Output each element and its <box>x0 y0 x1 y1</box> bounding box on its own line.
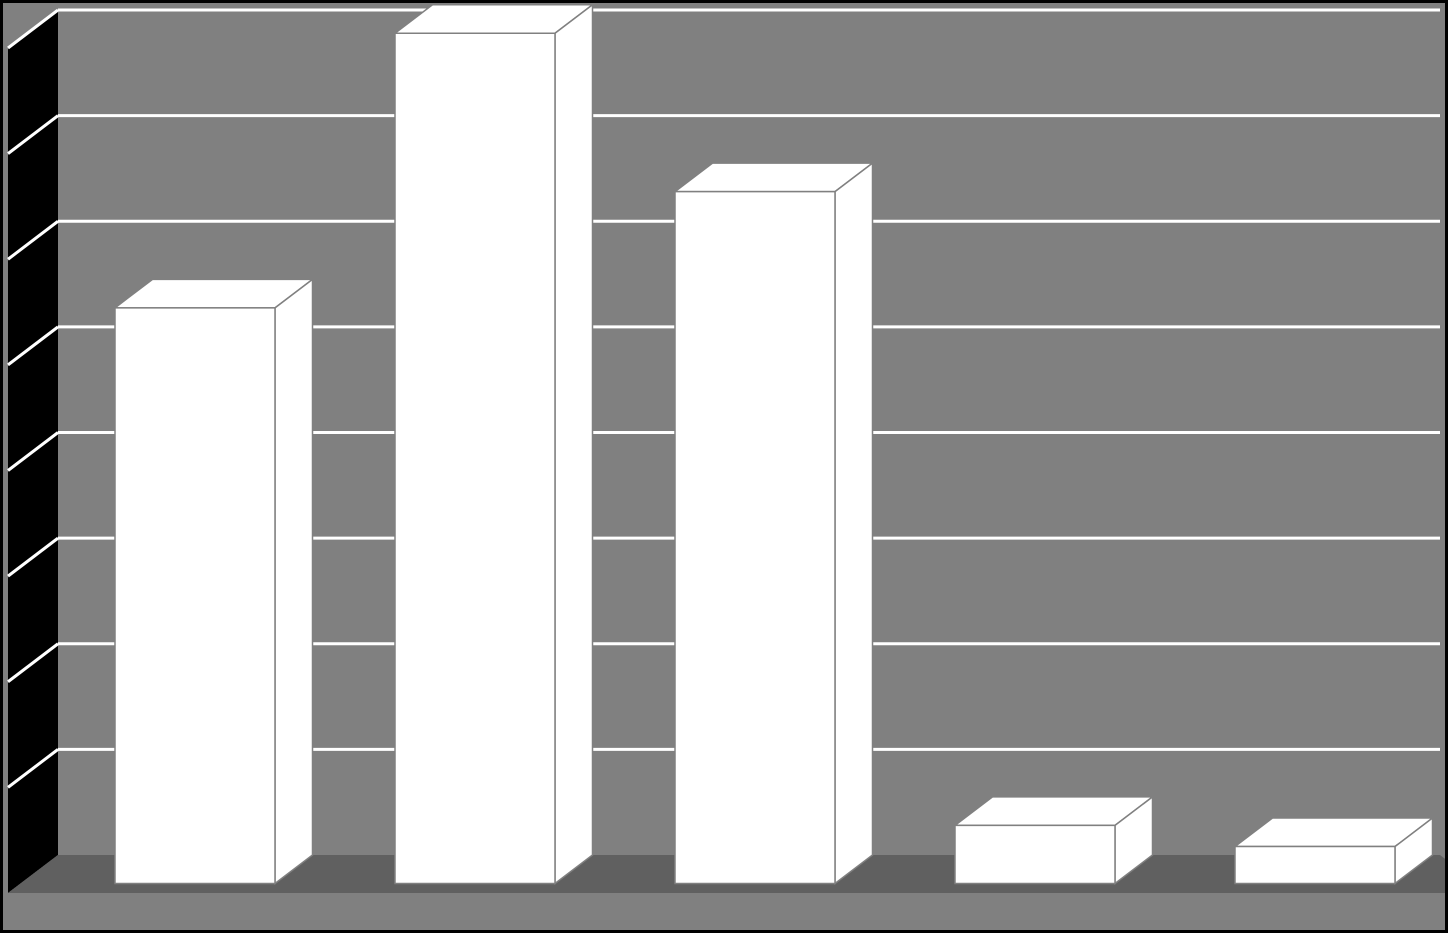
bar <box>395 5 593 884</box>
bar <box>955 797 1153 884</box>
bar <box>675 163 873 883</box>
bar <box>1235 818 1433 883</box>
bar-chart-3d <box>0 0 1448 933</box>
bar <box>115 279 313 883</box>
